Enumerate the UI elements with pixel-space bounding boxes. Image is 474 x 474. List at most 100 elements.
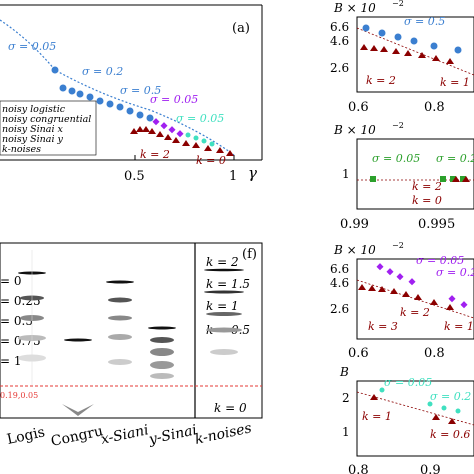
sinai-x-point (168, 126, 176, 134)
point (454, 46, 462, 54)
panel-r4-ytick: 2 (342, 391, 350, 405)
violins-congru (62, 338, 94, 416)
panel-a-xtick-label: 0.5 (124, 169, 145, 184)
legend-entry: noisy Sinai y (2, 134, 64, 145)
point (432, 414, 440, 420)
point (410, 37, 418, 45)
panel-r3: B × 10 −2 6.6 4.6 2.6 0.6 0.8 σ = 0.05 σ (330, 241, 474, 361)
panel-r3-ytitle: B × 10 (333, 243, 376, 257)
panel-r3-annotation: k = 2 (400, 306, 430, 319)
point (370, 176, 376, 182)
point (430, 299, 438, 305)
panel-r4-xtick: 0.9 (420, 463, 441, 474)
sinai-x-point (152, 118, 160, 126)
panel-r1-annotation: σ = 0.5 (404, 15, 445, 28)
knoise-point (130, 128, 138, 134)
violin-shape (150, 337, 174, 343)
violin-shape (108, 334, 132, 340)
violins-xsinai (106, 280, 134, 365)
point (440, 176, 446, 182)
panel-a: 0.5 1 γ (a) (0, 4, 263, 184)
panel-r1-ytick: 6.6 (330, 20, 349, 34)
panel-r4-knoises-points (370, 394, 456, 424)
point (432, 55, 440, 61)
violin-shape (204, 268, 244, 272)
point (455, 408, 461, 414)
panel-f-category-label: Logis (6, 424, 47, 448)
point (396, 273, 404, 281)
panel-r3-knoises-points (358, 284, 454, 310)
panel-r1-xtick: 0.8 (424, 100, 445, 115)
panel-r3-xtick: 0.8 (424, 346, 445, 361)
panel-a-annotation: σ = 0.2 (82, 65, 123, 78)
panel-a-legend: noisy logistic noisy congruential noisy … (0, 100, 97, 156)
panel-r2-ytitle: B × 10 (333, 123, 376, 137)
point (370, 45, 378, 51)
panel-r4-annotation: k = 1 (362, 410, 392, 423)
panel-r4-annotation: σ = 0.2 (430, 390, 471, 403)
panel-a-logistic-line (0, 19, 235, 156)
violin-shape (62, 404, 94, 416)
point (386, 268, 394, 276)
panel-r3-annotation: k = 3 (368, 320, 398, 333)
logistic-point (116, 103, 124, 111)
panel-r1-ytick: 2.6 (330, 61, 349, 75)
knoise-point (192, 142, 200, 148)
point (446, 58, 454, 64)
panel-a-annotation: σ = 0.5 (120, 84, 161, 97)
point (418, 52, 426, 58)
panel-r2-annotation: k = 0 (412, 194, 442, 207)
panel-r1-annotation: k = 1 (440, 76, 470, 89)
point (378, 29, 386, 37)
violin-shape (210, 349, 238, 355)
panel-r3-ytick: 2.6 (330, 302, 349, 316)
panel-r2-knoises-points (452, 176, 470, 182)
panel-r3-ytick: 4.6 (330, 276, 349, 290)
panel-r2-xtick: 0.995 (418, 217, 455, 232)
panel-a-knoises-points (130, 126, 234, 156)
panel-r2: B × 10 −2 1 0.99 0.995 σ = 0.05 σ = 0.2 … (333, 121, 474, 232)
point (446, 304, 454, 310)
panel-f-category-label: Congru (50, 423, 105, 450)
panel-r4-frame (356, 380, 474, 457)
violin-shape (150, 361, 174, 369)
point (378, 286, 386, 292)
point (360, 44, 368, 50)
panel-f-left-label: = 0 (0, 274, 22, 288)
logistic-point (76, 90, 84, 98)
panel-r1-ytitle: B × 10 (333, 1, 376, 15)
legend-box (0, 100, 97, 156)
logistic-point (126, 107, 134, 115)
panel-r4-sinai-y-points (379, 387, 461, 414)
knoise-point (216, 147, 224, 153)
knoise-point (142, 126, 150, 132)
point (448, 418, 456, 424)
panel-a-annotation: k = 2 (140, 148, 170, 161)
panel-r4-xtick: 0.8 (348, 463, 369, 474)
legend-entry: k-noises (2, 144, 41, 155)
point (379, 387, 385, 393)
panel-r1-frame (356, 16, 474, 93)
panel-r4-fit-line (356, 391, 474, 426)
point (452, 176, 460, 182)
violin-shape (150, 373, 174, 379)
panel-r4-annotation: σ = 0.05 (384, 376, 432, 389)
panel-a-panel-label: (a) (232, 21, 250, 36)
panel-r2-frame (356, 138, 474, 210)
logistic-point (106, 100, 114, 108)
point (460, 301, 468, 309)
sinai-y-point (209, 141, 215, 147)
panel-a-annotation: k = 0 (196, 154, 226, 167)
panel-r1-ytick: 4.6 (330, 34, 349, 48)
panel-a-xlabel: γ (248, 164, 257, 182)
violin-shape (108, 315, 132, 321)
point (362, 24, 370, 32)
point (394, 33, 402, 41)
point (376, 263, 384, 271)
knoise-point (226, 150, 234, 156)
point (414, 294, 422, 300)
panel-r3-annotation: k = 1 (444, 320, 474, 333)
panel-a-sinai-y-points (185, 132, 215, 147)
knoise-point (148, 128, 156, 134)
point (450, 176, 456, 182)
